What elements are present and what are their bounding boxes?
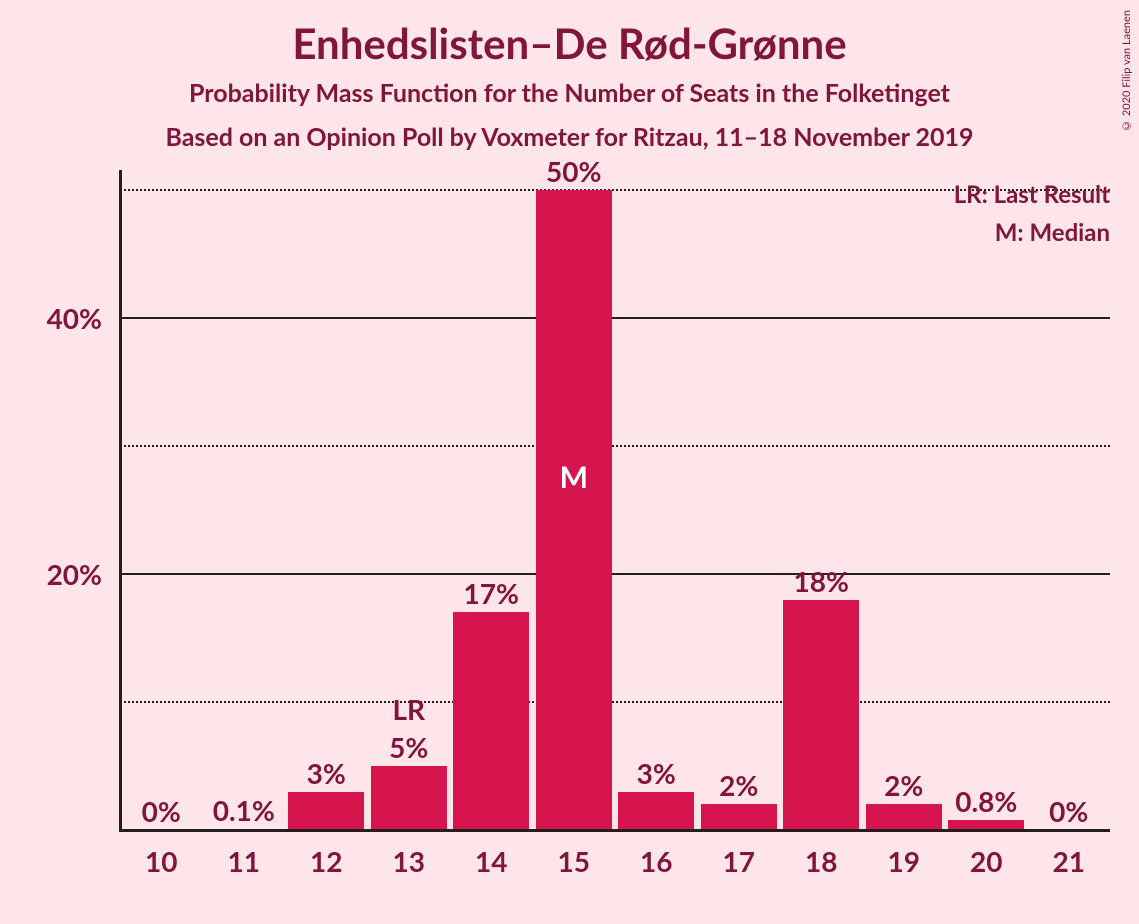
chart-subtitle-1: Probability Mass Function for the Number… — [0, 78, 1139, 108]
last-result-marker: LR — [368, 692, 451, 726]
gridline-minor — [120, 445, 1110, 447]
bar-value-label: 0% — [120, 794, 203, 828]
bar-value-label: 2% — [863, 768, 946, 802]
y-axis — [119, 170, 122, 830]
copyright-notice: © 2020 Filip van Laenen — [1120, 10, 1133, 132]
x-axis-label: 21 — [1028, 844, 1111, 878]
x-axis-label: 16 — [615, 844, 698, 878]
x-axis-label: 10 — [120, 844, 203, 878]
x-axis-label: 15 — [533, 844, 616, 878]
bar — [371, 766, 447, 830]
x-axis-label: 13 — [368, 844, 451, 878]
bar-value-label: 2% — [698, 768, 781, 802]
chart-subtitle-2: Based on an Opinion Poll by Voxmeter for… — [0, 122, 1139, 152]
bar-value-label: 5% — [368, 730, 451, 764]
chart-title: Enhedslisten–De Rød-Grønne — [0, 18, 1139, 68]
x-axis-label: 20 — [945, 844, 1028, 878]
bar — [701, 804, 777, 830]
gridline-major — [120, 317, 1110, 319]
bar — [618, 792, 694, 830]
bar-value-label: 0% — [1028, 794, 1111, 828]
gridline-minor — [120, 701, 1110, 703]
x-axis-label: 18 — [780, 844, 863, 878]
bar-value-label: 17% — [450, 576, 533, 610]
x-axis — [119, 829, 1110, 832]
legend-last-result: LR: Last Result — [910, 180, 1110, 209]
bar-value-label: 3% — [285, 756, 368, 790]
x-axis-label: 12 — [285, 844, 368, 878]
bar — [288, 792, 364, 830]
median-marker: M — [536, 459, 612, 495]
bar — [866, 804, 942, 830]
x-axis-label: 14 — [450, 844, 533, 878]
bar-value-label: 3% — [615, 756, 698, 790]
bar-value-label: 50% — [533, 154, 616, 188]
bar-value-label: 18% — [780, 564, 863, 598]
legend-median: M: Median — [910, 218, 1110, 247]
x-axis-label: 17 — [698, 844, 781, 878]
bar — [783, 600, 859, 830]
x-axis-label: 19 — [863, 844, 946, 878]
bar-value-label: 0.8% — [945, 784, 1028, 818]
gridline-major — [120, 573, 1110, 575]
y-axis-label: 40% — [12, 301, 102, 335]
bar — [536, 190, 612, 830]
bar — [453, 612, 529, 830]
x-axis-label: 11 — [203, 844, 286, 878]
y-axis-label: 20% — [12, 557, 102, 591]
bar-chart: 20%40%0%100.1%113%125%LR1317%1450%M153%1… — [120, 190, 1110, 830]
bar-value-label: 0.1% — [203, 793, 286, 827]
